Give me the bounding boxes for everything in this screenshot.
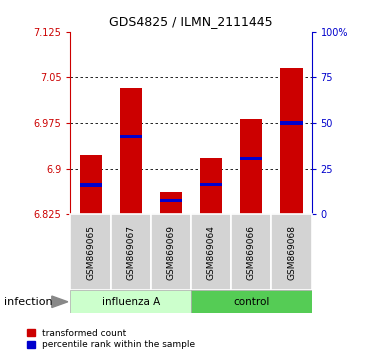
Bar [79, 183, 102, 187]
Bar [120, 135, 142, 138]
Text: GSM869068: GSM869068 [287, 225, 296, 280]
Text: GSM869067: GSM869067 [126, 225, 135, 280]
Text: GSM869069: GSM869069 [167, 225, 175, 280]
Bar [200, 183, 222, 186]
Bar [70, 290, 191, 313]
Bar [280, 68, 303, 214]
Bar [160, 192, 182, 214]
Bar [280, 121, 303, 125]
Text: GSM869066: GSM869066 [247, 225, 256, 280]
Text: GSM869065: GSM869065 [86, 225, 95, 280]
Bar [191, 290, 312, 313]
Text: control: control [233, 297, 270, 307]
Bar [79, 155, 102, 214]
Bar [272, 214, 312, 290]
Text: GSM869064: GSM869064 [207, 225, 216, 280]
Bar [240, 119, 262, 214]
Legend: transformed count, percentile rank within the sample: transformed count, percentile rank withi… [27, 329, 195, 349]
Bar [111, 214, 151, 290]
Bar [120, 88, 142, 214]
Bar [151, 214, 191, 290]
Bar [231, 214, 272, 290]
Text: infection: infection [4, 297, 52, 307]
Bar [240, 157, 262, 160]
Bar [200, 158, 222, 214]
Bar [160, 199, 182, 202]
Text: influenza A: influenza A [102, 297, 160, 307]
Bar [191, 214, 231, 290]
Polygon shape [52, 296, 68, 308]
Title: GDS4825 / ILMN_2111445: GDS4825 / ILMN_2111445 [109, 15, 273, 28]
Bar [70, 214, 111, 290]
